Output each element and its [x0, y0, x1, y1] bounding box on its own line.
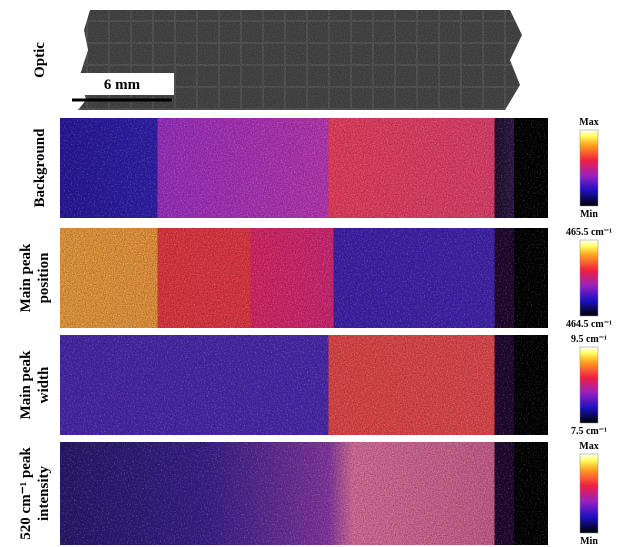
- map-speckle: [60, 335, 548, 435]
- colorbar: [579, 453, 599, 534]
- colorbar: [579, 129, 599, 207]
- panel-label: Optic: [32, 42, 48, 78]
- colorbar-min-label: 464.5 cm⁻¹: [566, 319, 612, 330]
- colorbar: [579, 239, 599, 317]
- panel-label: Main peak: [18, 243, 34, 312]
- colorbar-max-label: 465.5 cm⁻¹: [566, 227, 612, 238]
- panel-label: 520 cm⁻¹ peak: [18, 447, 34, 540]
- panel-label: intensity: [36, 466, 52, 522]
- colorbar-max-label: Max: [579, 117, 598, 128]
- colorbar-min-label: Min: [580, 209, 598, 220]
- scale-box: [70, 73, 174, 95]
- colorbar-max-label: Max: [579, 441, 598, 452]
- scale-bar-label: 6 mm: [104, 77, 141, 93]
- optic-edge-right: [505, 10, 548, 110]
- colorbar-max-label: 9.5 cm⁻¹: [571, 334, 607, 345]
- map-speckle: [60, 118, 548, 218]
- colorbar: [579, 346, 599, 424]
- panel-label: width: [36, 366, 52, 403]
- colorbar-min-label: 7.5 cm⁻¹: [571, 426, 607, 437]
- colorbar-min-label: Min: [580, 536, 598, 547]
- map-speckle: [60, 442, 548, 545]
- map-speckle: [60, 228, 548, 328]
- panel-label: position: [36, 252, 52, 304]
- panel-label: Main peak: [18, 350, 34, 419]
- optic-panel: 6 mm Optic: [32, 10, 548, 110]
- panel-label: Background: [32, 128, 48, 208]
- optic-edge-left: [60, 10, 90, 110]
